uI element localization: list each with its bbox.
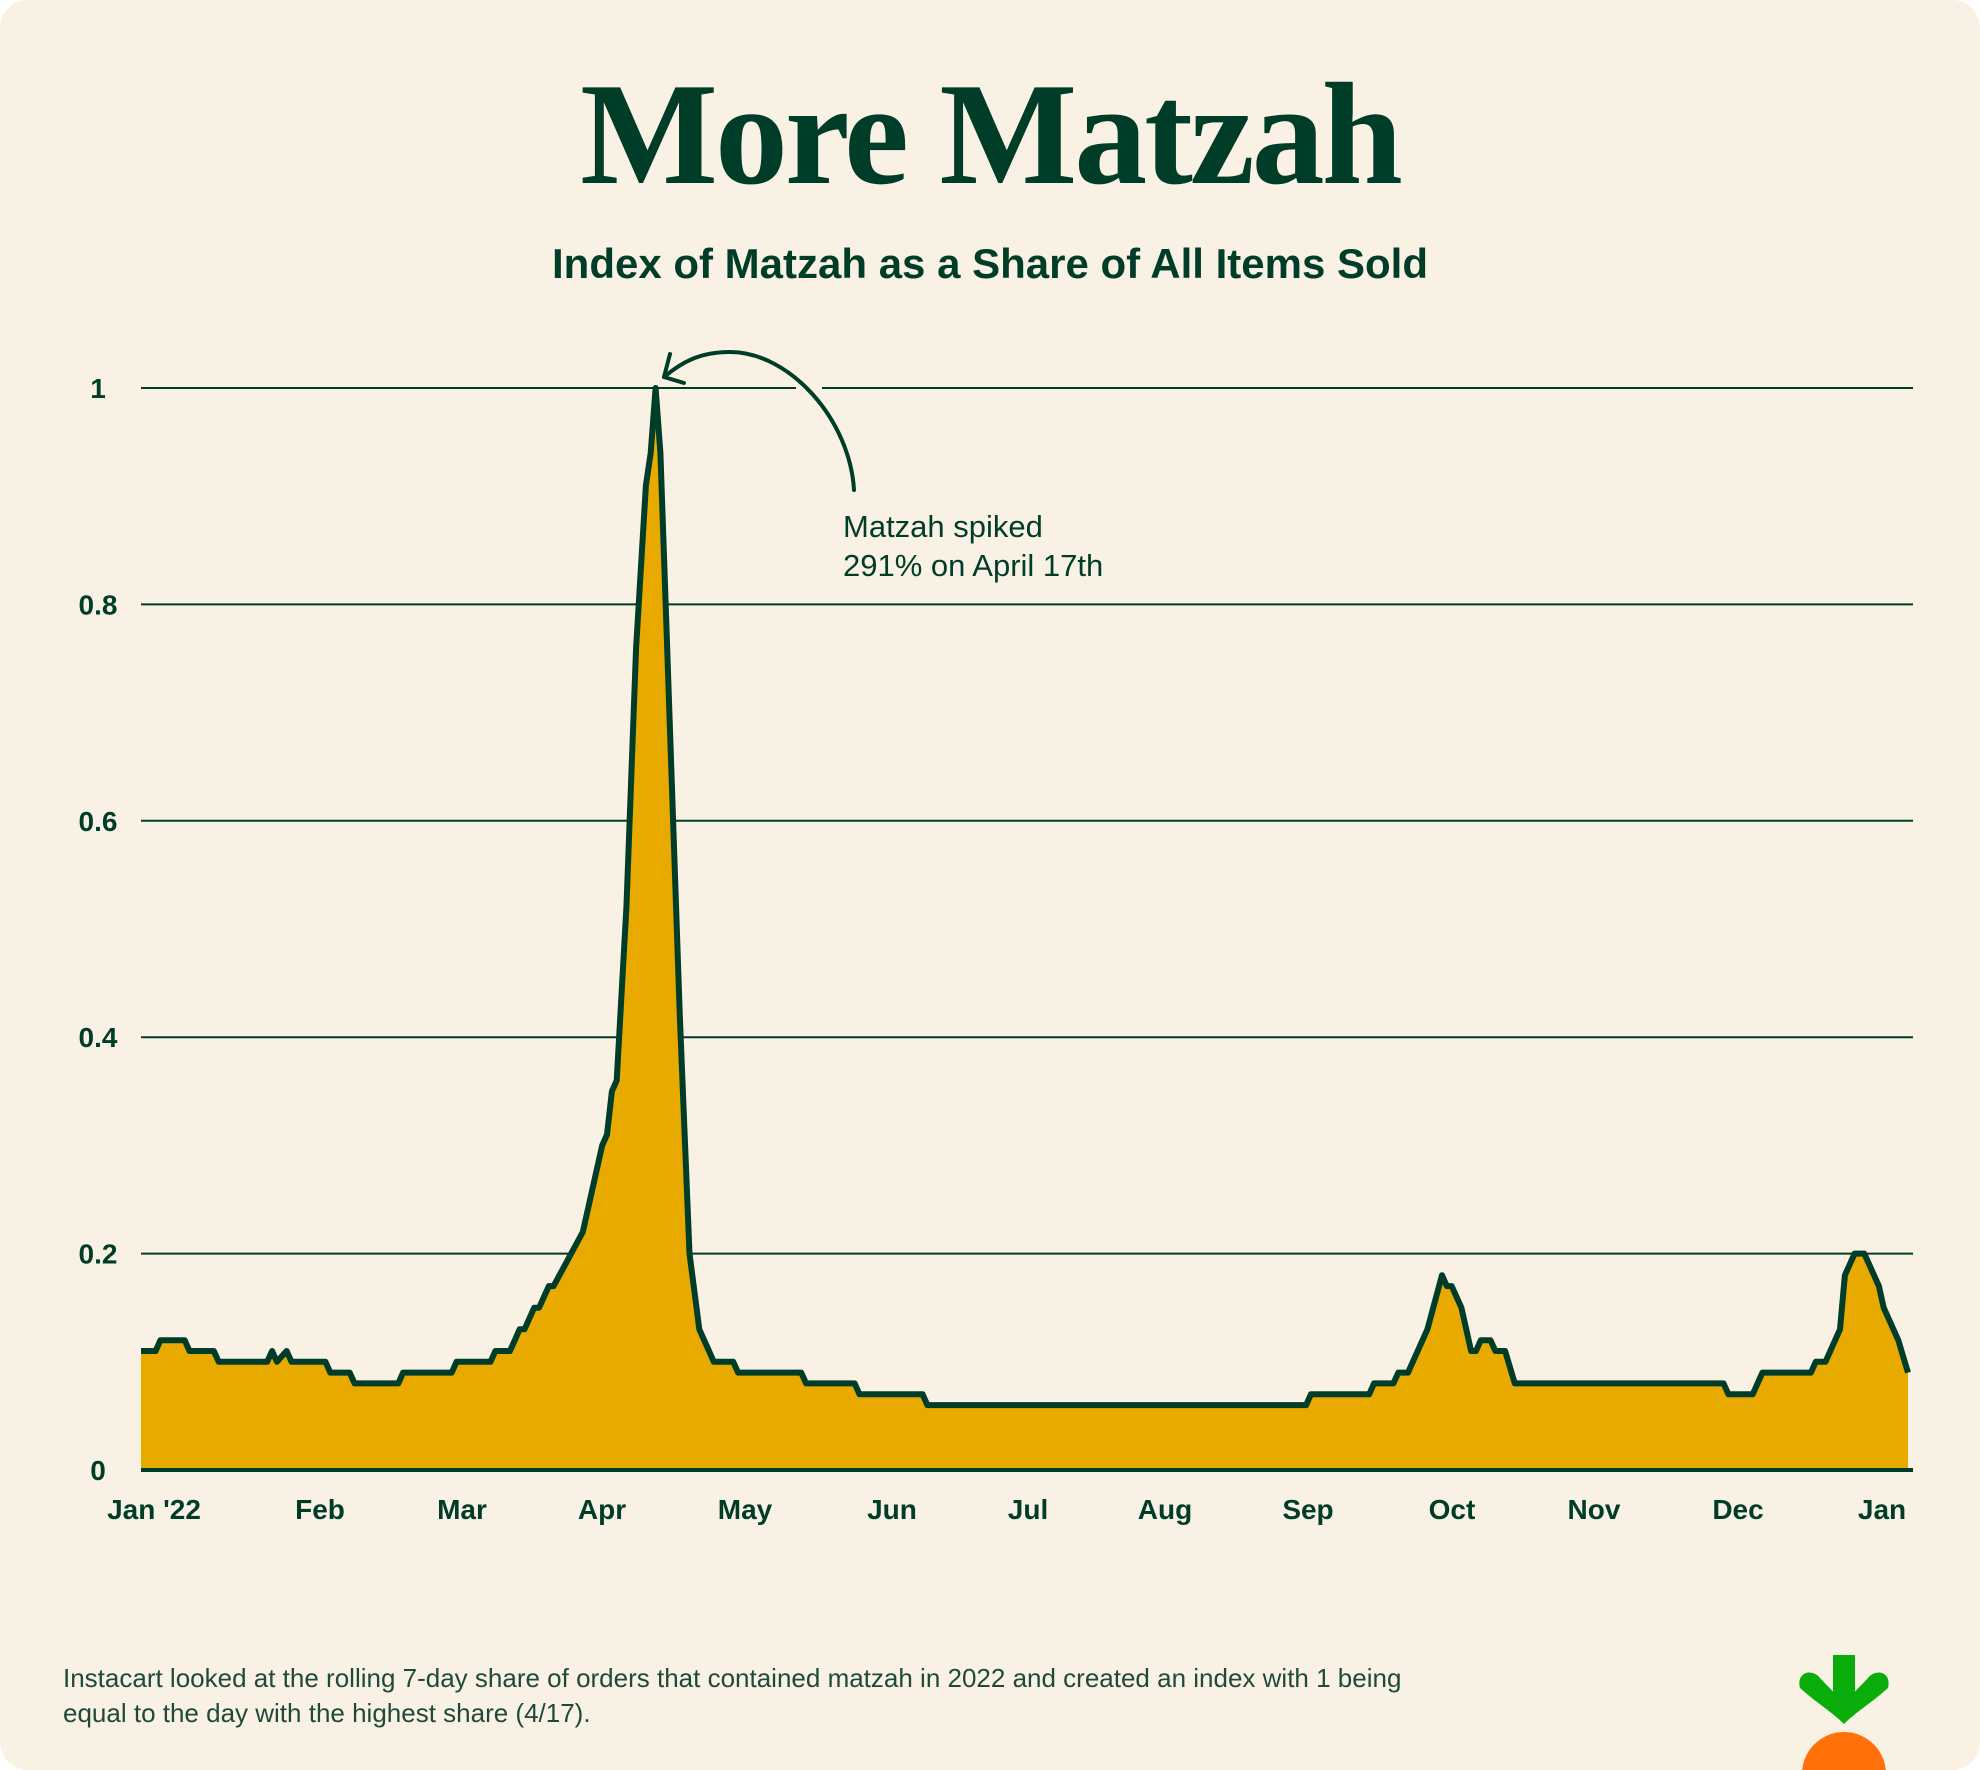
y-tick-label: 0.6 — [79, 806, 118, 837]
footnote-line-1: Instacart looked at the rolling 7-day sh… — [63, 1663, 1401, 1693]
x-tick-label: May — [718, 1494, 773, 1525]
annotation-line-1: Matzah spiked — [843, 509, 1043, 544]
x-tick-label: Jun — [867, 1494, 917, 1525]
y-tick-label: 0.2 — [79, 1239, 118, 1270]
carrot-icon — [1799, 1655, 1889, 1770]
y-axis: 0 0.2 0.4 0.6 0.8 1 — [79, 373, 118, 1486]
x-tick-label: Oct — [1429, 1494, 1476, 1525]
x-tick-label: Dec — [1712, 1494, 1763, 1525]
annotation-arrow — [662, 349, 856, 492]
x-tick-label: Mar — [437, 1494, 487, 1525]
gridlines — [141, 387, 1913, 1255]
x-tick-label: Jan — [1858, 1494, 1906, 1525]
x-tick-label: Apr — [578, 1494, 626, 1525]
y-tick-label: 0.8 — [79, 589, 118, 620]
y-tick-label: 0 — [90, 1455, 106, 1486]
annotation: Matzah spiked 291% on April 17th — [662, 349, 1103, 583]
y-tick-label: 1 — [90, 373, 106, 404]
annotation-line-2: 291% on April 17th — [843, 548, 1103, 583]
chart-subtitle: Index of Matzah as a Share of All Items … — [552, 240, 1428, 287]
x-tick-label: Aug — [1138, 1494, 1192, 1525]
footnote-line-2: equal to the day with the highest share … — [63, 1698, 591, 1728]
x-axis: Jan '22 Feb Mar Apr May Jun Jul Aug Sep Oct Nov Dec… — [107, 1494, 1906, 1525]
y-tick-label: 0.4 — [79, 1022, 118, 1053]
x-tick-label: Feb — [295, 1494, 345, 1525]
x-tick-label: Jul — [1008, 1494, 1048, 1525]
series-line — [141, 385, 1911, 1409]
x-tick-label: Jan '22 — [107, 1494, 201, 1525]
x-tick-label: Sep — [1282, 1494, 1333, 1525]
page-title: More Matzah — [580, 53, 1400, 215]
x-tick-label: Nov — [1568, 1494, 1621, 1525]
arrowhead-icon — [662, 352, 686, 385]
